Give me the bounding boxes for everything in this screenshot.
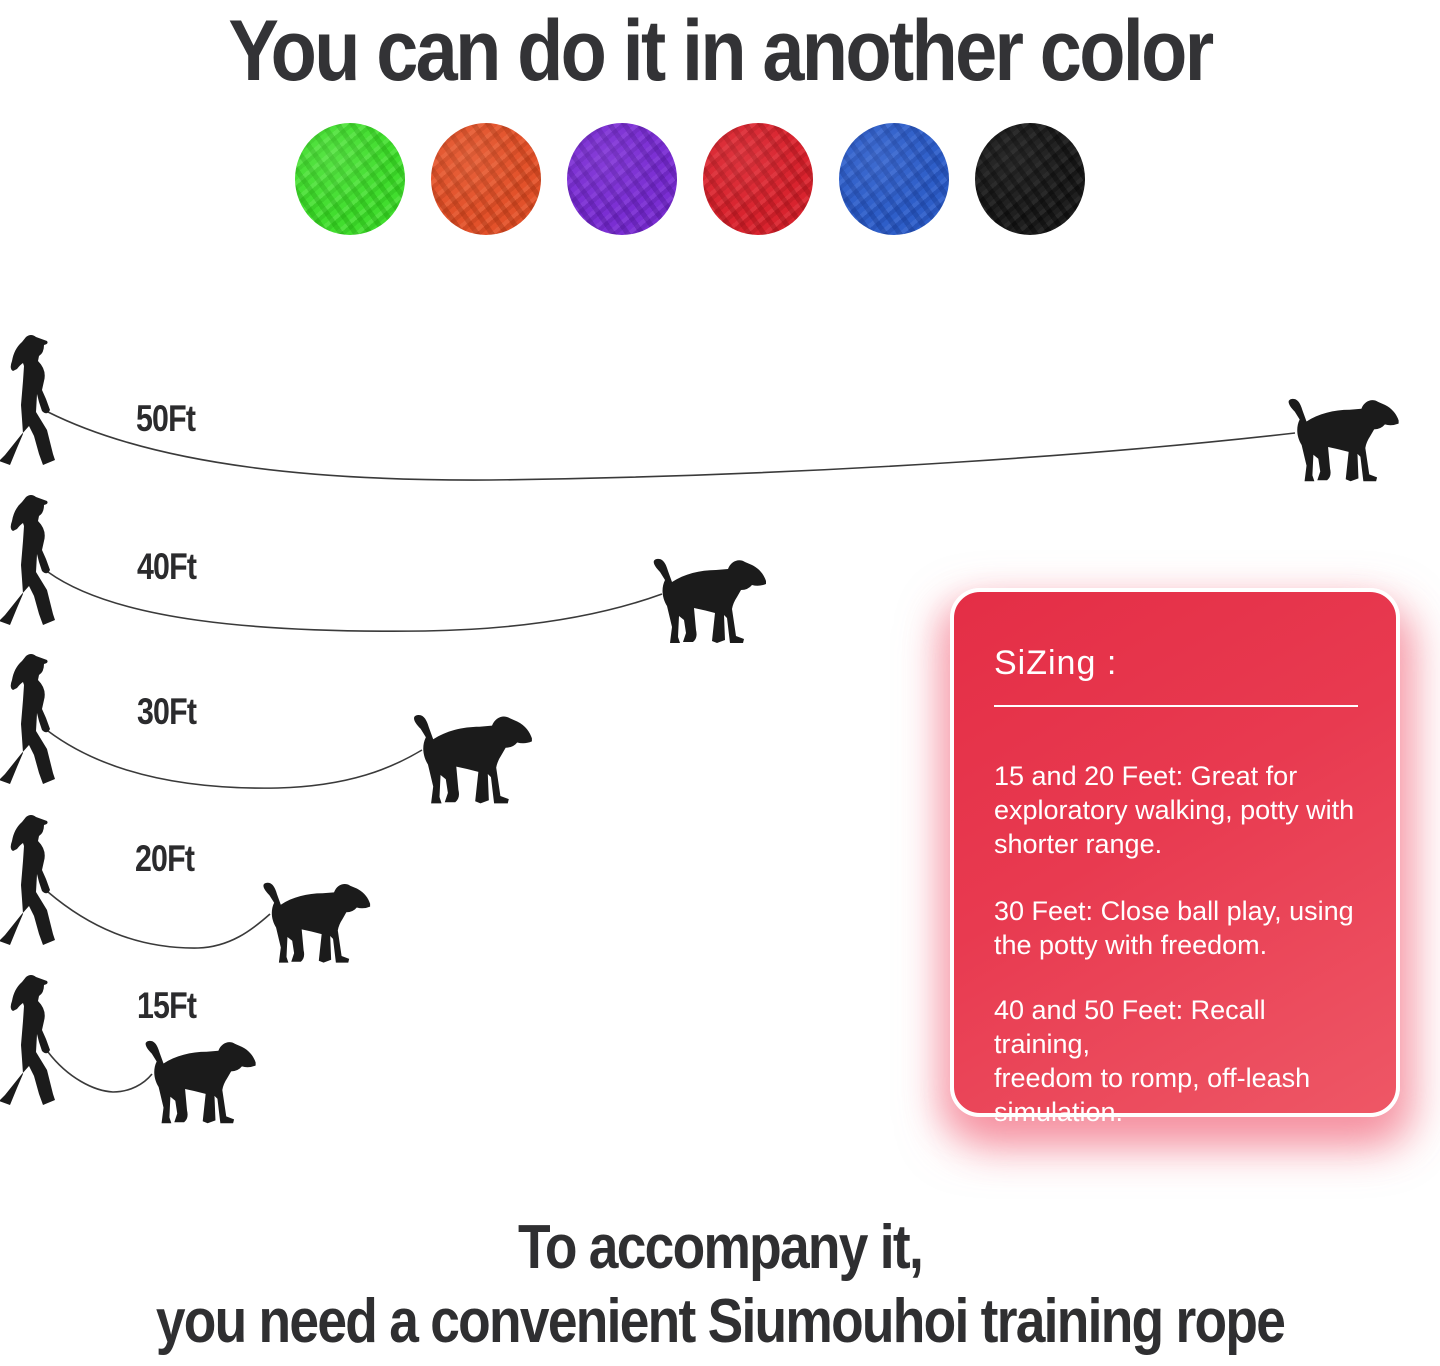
footer-line-1: To accompany it,	[517, 1213, 924, 1282]
dog-silhouette-40ft	[653, 558, 766, 643]
sizing-card: SiZing : 15 and 20 Feet: Great for explo…	[950, 588, 1400, 1127]
length-label-50ft: 50Ft	[136, 398, 196, 439]
person-silhouette-20ft	[0, 815, 55, 945]
color-swatch-orange	[431, 123, 541, 235]
sizing-card-divider	[994, 705, 1358, 707]
leash-line-20ft	[47, 891, 271, 949]
person-silhouette-50ft	[0, 335, 55, 465]
sizing-item-15-20ft: 15 and 20 Feet: Great for exploratory wa…	[994, 761, 1355, 859]
color-swatch-row	[295, 123, 1085, 235]
sizing-card-title: SiZing :	[994, 644, 1118, 682]
length-label-30ft: 30Ft	[137, 691, 197, 732]
color-swatch-purple	[567, 123, 677, 235]
dog-silhouette-15ft	[145, 1040, 256, 1124]
sizing-item-30ft: 30 Feet: Close ball play, using the pott…	[994, 896, 1354, 960]
dog-silhouette-20ft	[263, 882, 371, 963]
page-title: You can do it in another color	[228, 3, 1214, 99]
leash-line-30ft	[47, 730, 423, 789]
color-swatch-blue	[839, 123, 949, 235]
length-label-40ft: 40Ft	[137, 546, 197, 587]
leash-line-50ft	[47, 411, 1296, 481]
color-swatch-black	[975, 123, 1085, 235]
length-label-15ft: 15Ft	[137, 985, 197, 1026]
length-label-20ft: 20Ft	[135, 838, 195, 879]
color-swatch-red	[703, 123, 813, 235]
color-swatch-green	[295, 123, 405, 235]
sizing-item-40-50ft: 40 and 50 Feet: Recall training, freedom…	[994, 995, 1311, 1127]
dog-silhouette-30ft	[414, 715, 532, 804]
person-silhouette-15ft	[0, 975, 55, 1105]
person-silhouette-30ft	[0, 654, 55, 784]
leash-line-15ft	[47, 1051, 153, 1093]
dog-silhouette-50ft	[1288, 398, 1399, 482]
person-silhouette-40ft	[0, 495, 55, 625]
footer-line-2: you need a convenient Siumouhoi training…	[155, 1287, 1286, 1356]
